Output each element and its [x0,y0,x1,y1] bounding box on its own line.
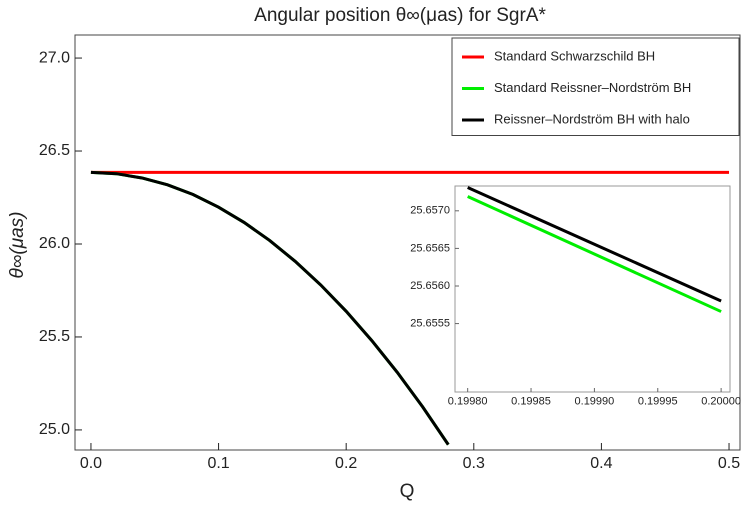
y-tick-label: 25.6560 [410,280,450,292]
x-tick-label: 0.5 [718,455,740,472]
y-tick-label: 25.6555 [410,317,450,329]
y-axis-label: θ∞(μas) [7,212,28,279]
data-line [467,195,722,313]
x-tick-label: 0.19980 [448,395,488,407]
plot-frame [454,185,731,393]
chart-title: Angular position θ∞(μas) for SgrA* [254,5,546,26]
data-line [90,170,450,446]
data-line [467,186,722,303]
x-tick-label: 0.2 [335,455,357,472]
y-tick-label: 25.5 [39,328,70,345]
y-tick-label: 25.6565 [410,242,450,254]
x-tick-label: 0.4 [590,455,612,472]
y-tick-label: 27.0 [39,49,70,66]
x-tick-label: 0.3 [463,455,485,472]
x-tick-label: 0.19985 [511,395,551,407]
legend-label: Reissner–Nordström BH with halo [494,111,690,126]
x-tick-label: 0.20000 [701,395,741,407]
y-tick-label: 26.5 [39,142,70,159]
y-tick-label: 25.6570 [410,205,450,217]
legend-label: Standard Reissner–Nordström BH [494,80,691,95]
x-tick-label: 0.19995 [638,395,678,407]
x-tick-label: 0.0 [80,455,102,472]
x-tick-label: 0.19990 [575,395,615,407]
x-tick-label: 0.1 [207,455,229,472]
legend-label: Standard Schwarzschild BH [494,48,655,63]
x-axis-label: Q [400,481,415,502]
legend-box [451,37,740,136]
y-tick-label: 25.0 [39,421,70,438]
y-tick-label: 26.0 [39,235,70,252]
